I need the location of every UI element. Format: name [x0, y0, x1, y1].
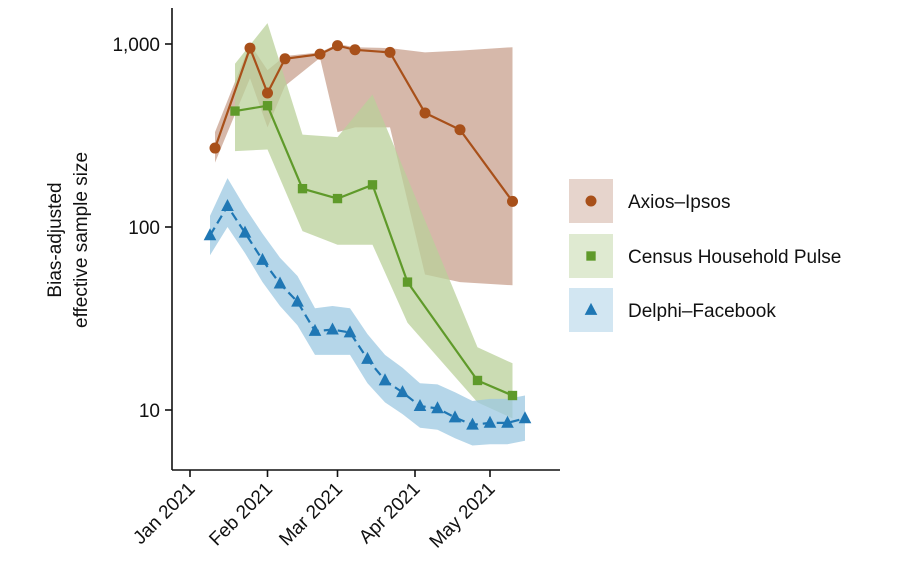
census-household-pulse-point — [507, 390, 518, 401]
delphi-facebook-point — [501, 415, 514, 428]
bands-layer — [210, 23, 525, 446]
legend-label-axios-ipsos: Axios–Ipsos — [628, 192, 730, 213]
axios-ipsos-point — [384, 46, 396, 58]
legend: Axios–Ipsos Census Household Pulse Delphi–… — [569, 179, 841, 332]
markers-layer — [203, 40, 532, 430]
delphi-facebook-point — [361, 351, 374, 364]
axios-ipsos-point — [262, 87, 273, 99]
delphi-facebook-point — [273, 276, 287, 289]
x-tick-label: Jan 2021 — [129, 479, 199, 549]
axios-ipsos-point — [314, 48, 326, 60]
y-axis-title-line: effective sample size — [71, 152, 92, 328]
delphi-facebook-point — [256, 252, 269, 265]
axios-ipsos-point — [244, 42, 256, 54]
y-axis-title-line: Bias-adjusted — [45, 182, 66, 297]
axios-ipsos-point — [507, 195, 518, 207]
x-tick-label: May 2021 — [426, 479, 500, 553]
axios-ipsos-point — [279, 53, 291, 65]
delphi-facebook-point — [291, 294, 304, 307]
legend-label-census-household-pulse: Census Household Pulse — [628, 247, 841, 268]
delphi-facebook-point — [518, 411, 532, 424]
census-household-pulse-point — [230, 106, 240, 116]
legend-marker-census-household-pulse — [586, 251, 596, 261]
delphi-facebook-point — [431, 401, 444, 414]
delphi-facebook-point — [413, 398, 427, 411]
delphi-facebook-point — [203, 228, 217, 241]
delphi-facebook-point — [466, 417, 479, 430]
axios-ipsos-band — [215, 44, 513, 286]
legend-marker-delphi-facebook — [584, 302, 598, 315]
delphi-facebook-point — [326, 322, 339, 335]
delphi-facebook-point — [308, 323, 322, 336]
axios-ipsos-point — [349, 44, 361, 56]
x-tick-label: Feb 2021 — [205, 479, 277, 551]
census-household-pulse-point — [262, 101, 273, 111]
delphi-facebook-point — [343, 325, 357, 338]
axios-ipsos-point — [209, 142, 221, 154]
y-tick-label: 1,000 — [112, 35, 160, 56]
delphi-facebook-band — [210, 178, 525, 446]
legend-label-delphi-facebook: Delphi–Facebook — [628, 301, 776, 322]
delphi-facebook-point — [221, 198, 234, 211]
census-household-pulse-point — [297, 183, 308, 194]
census-household-pulse-point — [332, 193, 343, 204]
x-tick-label: Apr 2021 — [355, 479, 424, 548]
delphi-facebook-point — [396, 385, 409, 398]
y-tick-label: 100 — [128, 218, 160, 239]
axios-ipsos-point — [332, 40, 343, 52]
delphi-facebook-point — [448, 410, 462, 423]
census-household-pulse-point — [472, 375, 483, 386]
x-tick-label: Mar 2021 — [275, 479, 347, 551]
y-axis-title: Bias-adjusted effective sample size — [45, 152, 92, 328]
census-household-pulse-band — [235, 23, 513, 419]
y-tick-label: 10 — [139, 401, 160, 422]
census-household-pulse-line — [234, 104, 513, 397]
delphi-facebook-point — [378, 373, 392, 386]
axios-ipsos-point — [454, 124, 466, 136]
legend-marker-axios-ipsos — [585, 195, 597, 207]
delphi-facebook-point — [238, 225, 252, 238]
census-household-pulse-point — [402, 277, 413, 287]
delphi-facebook-point — [483, 415, 497, 428]
axios-ipsos-point — [419, 107, 431, 119]
census-household-pulse-point — [367, 180, 378, 190]
